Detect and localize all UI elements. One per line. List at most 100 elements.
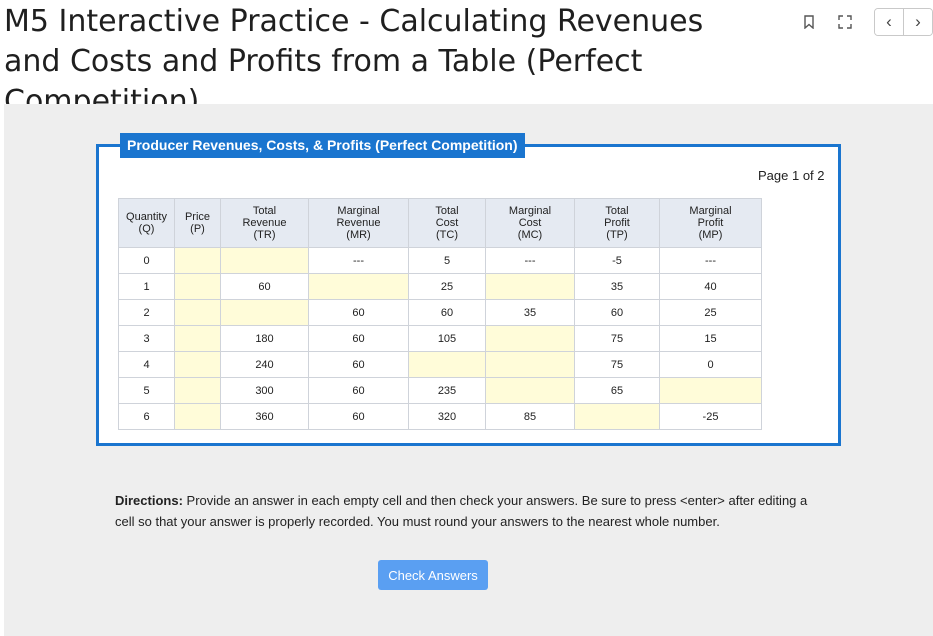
- answer-cell-total-revenue[interactable]: [220, 247, 309, 274]
- cell-quantity: 0: [118, 247, 175, 274]
- header-line: Profit: [604, 217, 630, 229]
- next-page-button[interactable]: ›: [903, 9, 932, 35]
- cell-total-profit: 75: [574, 325, 660, 352]
- cell-total-revenue: 60: [220, 273, 309, 300]
- cell-total-revenue: 300: [220, 377, 309, 404]
- header-line: (TP): [606, 229, 628, 241]
- cell-marginal-cost: ---: [485, 247, 575, 274]
- answer-cell-price[interactable]: [174, 299, 221, 326]
- answer-cell-total-cost[interactable]: [408, 351, 486, 378]
- answer-cell-total-profit[interactable]: [574, 403, 660, 430]
- cell-total-revenue: 180: [220, 325, 309, 352]
- cell-quantity: 5: [118, 377, 175, 404]
- table-row: 6 360 60 320 85 -25: [118, 403, 762, 430]
- header-line: Cost: [518, 217, 542, 229]
- header-marginal-revenue: Marginal Revenue (MR): [308, 198, 409, 248]
- cell-marginal-cost: 85: [485, 403, 575, 430]
- answer-cell-price[interactable]: [174, 351, 221, 378]
- bookmark-icon[interactable]: [798, 11, 820, 33]
- cell-total-profit: 60: [574, 299, 660, 326]
- cell-total-profit: 75: [574, 351, 660, 378]
- header-line: (P): [190, 223, 205, 235]
- header-price: Price (P): [174, 198, 221, 248]
- cell-marginal-revenue: 60: [308, 377, 409, 404]
- table-row: 0 --- 5 --- -5 ---: [118, 247, 762, 274]
- cell-total-cost: 320: [408, 403, 486, 430]
- header-marginal-cost: Marginal Cost (MC): [485, 198, 575, 248]
- table-row: 3 180 60 105 75 15: [118, 325, 762, 352]
- header-quantity: Quantity (Q): [118, 198, 175, 248]
- cell-total-revenue: 240: [220, 351, 309, 378]
- answer-cell-marginal-cost[interactable]: [485, 325, 575, 352]
- cell-marginal-revenue: 60: [308, 403, 409, 430]
- header-marginal-profit: Marginal Profit (MP): [659, 198, 762, 248]
- header-line: (MP): [698, 229, 723, 241]
- header-line: Cost: [435, 217, 459, 229]
- header-line: Total: [605, 205, 629, 217]
- cell-quantity: 4: [118, 351, 175, 378]
- answer-cell-total-revenue[interactable]: [220, 299, 309, 326]
- table-row: 4 240 60 75 0: [118, 351, 762, 378]
- cell-total-profit: -5: [574, 247, 660, 274]
- header-total-profit: Total Profit (TP): [574, 198, 660, 248]
- header-line: (MC): [517, 229, 543, 241]
- header-line: (MR): [346, 229, 371, 241]
- answer-cell-marginal-revenue[interactable]: [308, 273, 409, 300]
- directions-body: Provide an answer in each empty cell and…: [115, 493, 808, 529]
- answer-cell-marginal-profit[interactable]: [659, 377, 762, 404]
- table-row: 5 300 60 235 65: [118, 377, 762, 404]
- cell-quantity: 3: [118, 325, 175, 352]
- cell-marginal-profit: -25: [659, 403, 762, 430]
- cell-total-cost: 60: [408, 299, 486, 326]
- revenue-cost-table: Quantity (Q) Price (P) Total Revenue (TR) Margi…: [118, 198, 762, 430]
- answer-cell-price[interactable]: [174, 403, 221, 430]
- top-toolbar: ‹ ›: [784, 8, 933, 36]
- cell-marginal-profit: 0: [659, 351, 762, 378]
- cell-total-cost: 105: [408, 325, 486, 352]
- header-line: (TC): [436, 229, 458, 241]
- cell-marginal-revenue: 60: [308, 325, 409, 352]
- prev-page-button[interactable]: ‹: [875, 9, 903, 35]
- table-header-row: Quantity (Q) Price (P) Total Revenue (TR) Margi…: [118, 198, 762, 248]
- page-title: M5 Interactive Practice - Calculating Re…: [4, 4, 704, 119]
- header-line: Total: [435, 205, 459, 217]
- table-row: 1 60 25 35 40: [118, 273, 762, 300]
- cell-quantity: 6: [118, 403, 175, 430]
- cell-total-profit: 35: [574, 273, 660, 300]
- header-line: Marginal: [689, 205, 732, 217]
- answer-cell-price[interactable]: [174, 377, 221, 404]
- answer-cell-price[interactable]: [174, 325, 221, 352]
- page-indicator: Page 1 of 2: [758, 168, 825, 183]
- cell-total-cost: 5: [408, 247, 486, 274]
- cell-quantity: 1: [118, 273, 175, 300]
- cell-marginal-revenue: 60: [308, 351, 409, 378]
- cell-marginal-cost: 35: [485, 299, 575, 326]
- cell-quantity: 2: [118, 299, 175, 326]
- cell-marginal-revenue: 60: [308, 299, 409, 326]
- answer-cell-price[interactable]: [174, 273, 221, 300]
- answer-cell-marginal-cost[interactable]: [485, 351, 575, 378]
- check-answers-button[interactable]: Check Answers: [378, 560, 488, 590]
- header-line: Total: [252, 205, 277, 217]
- directions-label: Directions:: [115, 493, 183, 508]
- cell-marginal-profit: 40: [659, 273, 762, 300]
- cell-marginal-revenue: ---: [308, 247, 409, 274]
- header-line: (Q): [138, 223, 155, 235]
- header-line: Revenue: [336, 217, 381, 229]
- header-total-cost: Total Cost (TC): [408, 198, 486, 248]
- table-row: 2 60 60 35 60 25: [118, 299, 762, 326]
- fullscreen-icon[interactable]: [834, 11, 856, 33]
- header-line: Revenue: [242, 217, 287, 229]
- header-line: Price: [184, 211, 211, 223]
- cell-total-revenue: 360: [220, 403, 309, 430]
- header-total-revenue: Total Revenue (TR): [220, 198, 309, 248]
- directions-text: Directions: Provide an answer in each em…: [115, 490, 825, 532]
- answer-cell-marginal-cost[interactable]: [485, 377, 575, 404]
- cell-total-cost: 25: [408, 273, 486, 300]
- answer-cell-price[interactable]: [174, 247, 221, 274]
- cell-marginal-profit: ---: [659, 247, 762, 274]
- header-line: Marginal: [337, 205, 380, 217]
- cell-marginal-profit: 25: [659, 299, 762, 326]
- header-line: Profit: [697, 217, 724, 229]
- answer-cell-marginal-cost[interactable]: [485, 273, 575, 300]
